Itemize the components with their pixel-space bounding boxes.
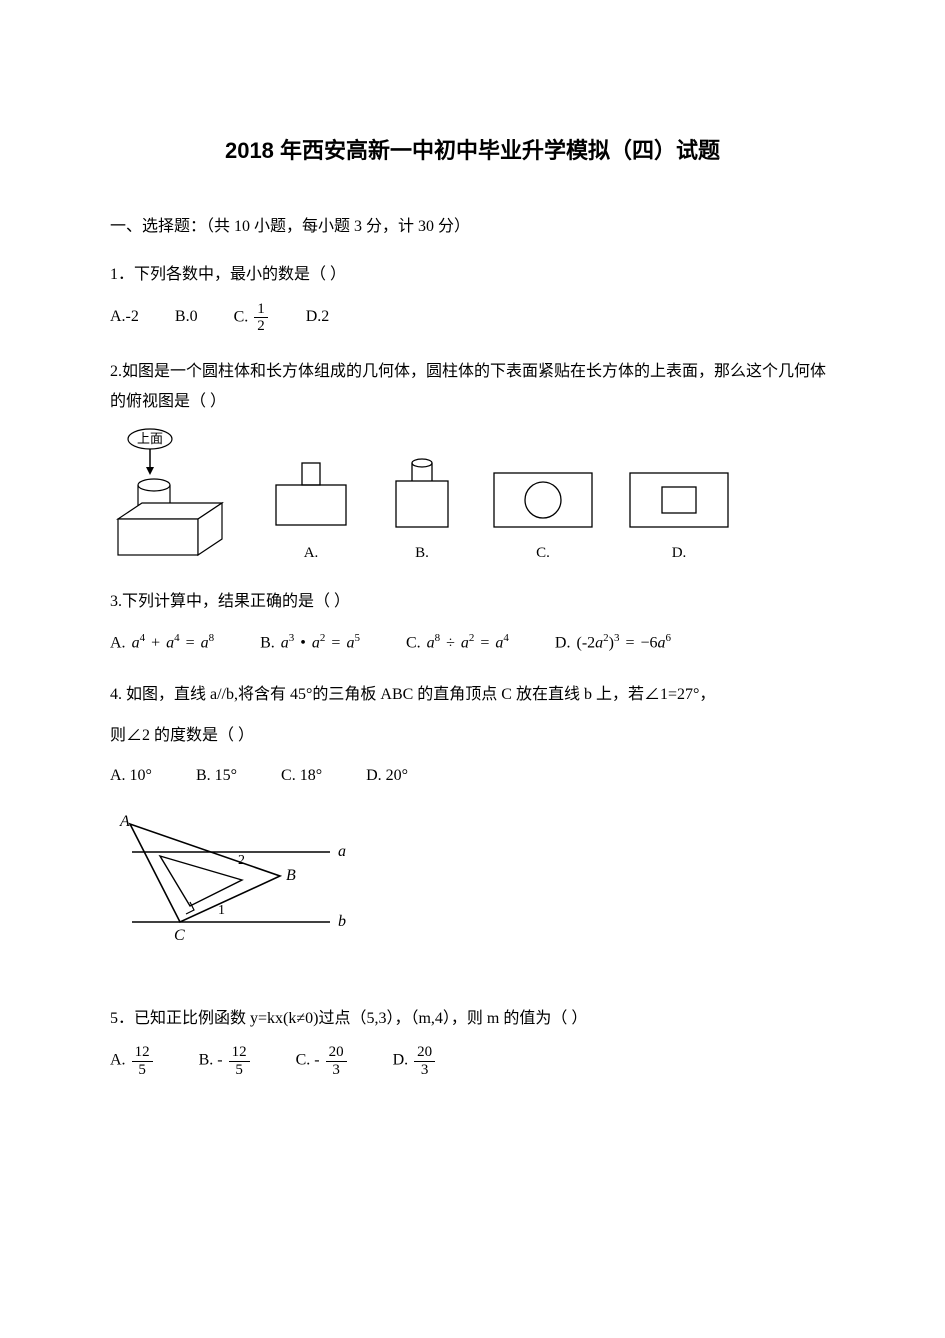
q5-d-pre: D. <box>393 1052 409 1069</box>
q1-opt-b: B.0 <box>175 302 198 332</box>
q2-opt-a-fig: A. <box>266 457 356 568</box>
q1-opt-c: C. 1 2 <box>234 301 270 335</box>
page-title: 2018 年西安高新一中初中毕业升学模拟（四）试题 <box>110 130 835 172</box>
q5-b-frac: 125 <box>229 1044 250 1078</box>
svg-text:1: 1 <box>218 903 225 918</box>
q2-opt-b-fig: B. <box>382 453 462 568</box>
svg-text:A: A <box>119 814 130 830</box>
q4-opt-b: B. 15° <box>196 761 237 791</box>
q5-options: A. 125 B. - 125 C. - 203 D. 203 <box>110 1044 835 1078</box>
q2-a-svg <box>266 457 356 535</box>
q5-c-num: 20 <box>326 1044 347 1062</box>
q5-d-den: 3 <box>414 1062 435 1079</box>
q5-opt-a: A. 125 <box>110 1044 155 1078</box>
q2-original: 上面 <box>110 427 240 567</box>
q1-c-num: 1 <box>254 301 268 319</box>
q3-opt-b: B. a3 • a2 = a5 <box>260 628 360 659</box>
q5-opt-b: B. - 125 <box>199 1044 252 1078</box>
q3-b-pre: B. <box>260 634 275 651</box>
q2-figures: 上面 A. B. <box>110 427 835 567</box>
q2-opt-d-fig: D. <box>624 465 734 568</box>
q5-text: 5．已知正比例函数 y=kx(k≠0)过点（5,3），（m,4），则 m 的值为… <box>110 1004 835 1034</box>
q3-opt-a: A. a4 + a4 = a8 <box>110 628 214 659</box>
svg-text:2: 2 <box>238 853 245 868</box>
q5-c-frac: 203 <box>326 1044 347 1078</box>
q1-opt-d: D.2 <box>306 302 330 332</box>
q5-b-den: 5 <box>229 1062 250 1079</box>
q5-opt-c: C. - 203 <box>296 1044 349 1078</box>
q4-figure: a b 1 2 A B C <box>110 814 835 944</box>
q2-top-label: 上面 <box>137 431 163 446</box>
q4-options: A. 10° B. 15° C. 18° D. 20° <box>110 761 835 792</box>
q3-options: A. a4 + a4 = a8 B. a3 • a2 = a5 C. a8 ÷ … <box>110 628 835 659</box>
q3-d-pre: D. <box>555 634 571 651</box>
q1-c-frac: 1 2 <box>254 301 268 335</box>
q5-a-pre: A. <box>110 1052 126 1069</box>
svg-text:a: a <box>338 843 346 860</box>
q3-text: 3.下列计算中，结果正确的是（ ） <box>110 587 835 617</box>
q5-d-num: 20 <box>414 1044 435 1062</box>
q2-a-label: A. <box>266 539 356 568</box>
q1-c-prefix: C. <box>234 308 249 325</box>
q5-a-frac: 125 <box>132 1044 153 1078</box>
q5-a-num: 12 <box>132 1044 153 1062</box>
q3-opt-d: D. (-2a2)3 = −6a6 <box>555 628 671 659</box>
section-heading: 一、选择题：（共 10 小题，每小题 3 分，计 30 分） <box>110 212 835 242</box>
q3-c-pre: C. <box>406 634 421 651</box>
q2-b-svg <box>382 453 462 535</box>
q4-line1: 4. 如图，直线 a//b,将含有 45°的三角板 ABC 的直角顶点 C 放在… <box>110 680 835 710</box>
q5-b-num: 12 <box>229 1044 250 1062</box>
q4-opt-d: D. 20° <box>366 761 408 791</box>
q2-b-label: B. <box>382 539 462 568</box>
q1-text: 1．下列各数中，最小的数是（ ） <box>110 260 835 290</box>
q5-b-pre: B. - <box>199 1052 223 1069</box>
q5-a-den: 5 <box>132 1062 153 1079</box>
q5-d-frac: 203 <box>414 1044 435 1078</box>
q4-opt-c: C. 18° <box>281 761 322 791</box>
q4-opt-a: A. 10° <box>110 761 152 791</box>
svg-text:B: B <box>286 867 296 884</box>
q1-options: A.-2 B.0 C. 1 2 D.2 <box>110 301 835 335</box>
svg-text:C: C <box>174 927 185 944</box>
q4-svg: a b 1 2 A B C <box>110 814 350 944</box>
q2-c-label: C. <box>488 539 598 568</box>
q2-d-svg <box>624 465 734 535</box>
q2-d-label: D. <box>624 539 734 568</box>
q5-c-pre: C. - <box>296 1052 320 1069</box>
q4-line2: 则∠2 的度数是（ ） <box>110 721 835 751</box>
q2-opt-c-fig: C. <box>488 465 598 568</box>
svg-text:b: b <box>338 913 346 930</box>
q3-a-pre: A. <box>110 634 126 651</box>
q1-opt-a: A.-2 <box>110 302 139 332</box>
q5-c-den: 3 <box>326 1062 347 1079</box>
q2-original-svg: 上面 <box>110 427 240 567</box>
q5-opt-d: D. 203 <box>393 1044 438 1078</box>
q2-text: 2.如图是一个圆柱体和长方体组成的几何体，圆柱体的下表面紧贴在长方体的上表面，那… <box>110 357 835 418</box>
q1-c-den: 2 <box>254 318 268 335</box>
q2-c-svg <box>488 465 598 535</box>
q3-opt-c: C. a8 ÷ a2 = a4 <box>406 628 509 659</box>
